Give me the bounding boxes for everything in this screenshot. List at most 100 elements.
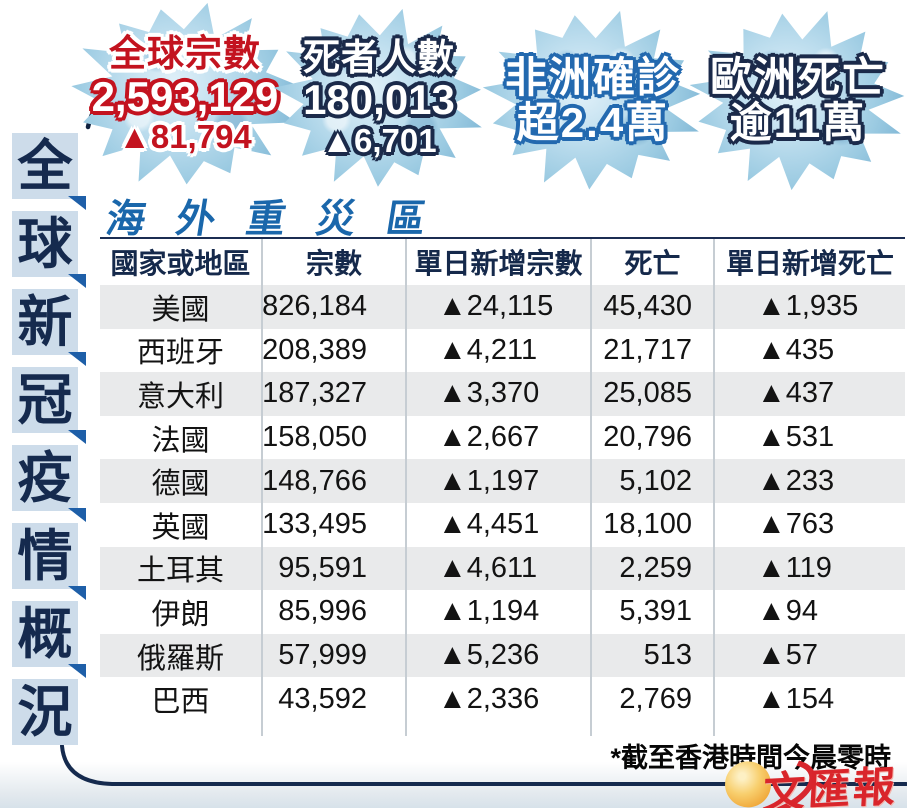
cell-cases: 826,184: [262, 285, 407, 329]
cell-deaths: 21,717: [592, 328, 715, 373]
logo-text: 文匯報: [761, 762, 900, 808]
cell-cases: 158,050: [262, 415, 407, 460]
table-body: 美國 826,184 ▲24,115 45,430 ▲1,935 西班牙 208,389 ▲4…: [100, 285, 905, 736]
cell-cases: 95,591: [263, 546, 407, 591]
cell-new-deaths: ▲1,935: [757, 290, 859, 323]
table-row: 西班牙 208,389 ▲4,211 21,717 ▲435: [100, 328, 905, 373]
spacer-cell: [407, 720, 592, 736]
cell-deaths: 5,391: [592, 590, 715, 634]
cell-cases: 148,766: [262, 459, 407, 503]
table-row: 英國 133,495 ▲4,451 18,100 ▲763: [100, 502, 905, 547]
stat-title: 非洲確診: [504, 53, 681, 101]
brand-logo: 文匯報: [707, 746, 904, 808]
stat-value: 超2.4萬: [516, 99, 670, 146]
cell-new-cases: ▲4,211: [407, 328, 592, 373]
cell-cases: 43,592: [263, 677, 407, 721]
stat-title: 死者人數: [303, 36, 455, 78]
table-row: 意大利 187,327 ▲3,370 25,085 ▲437: [100, 372, 905, 416]
stat-bubble-africa-confirmed: 非洲確診 超2.4萬: [483, 10, 703, 190]
stat-delta: ▲6,701: [321, 121, 437, 159]
cell-cases: 187,327: [262, 372, 407, 416]
cell-new-deaths: ▲154: [757, 682, 835, 715]
cell-country: 德國: [100, 459, 263, 503]
sidebar-char-6: 情: [12, 523, 78, 589]
cell-deaths: 20,796: [592, 415, 715, 460]
stat-bubble-europe-deaths: 歐洲死亡 逾11萬: [690, 10, 906, 190]
stat-title: 歐洲死亡: [709, 53, 886, 101]
cell-new-cases: ▲1,194: [407, 590, 592, 634]
table-row: 俄羅斯 57,999 ▲5,236 513 ▲57: [100, 633, 905, 678]
cell-cases: 208,389: [262, 328, 407, 373]
cell-new-deaths: ▲57: [757, 639, 818, 672]
cell-country: 美國: [100, 285, 263, 329]
stat-title: 全球宗數: [109, 33, 261, 75]
stat-value: 2,593,129: [91, 72, 279, 120]
cell-country: 俄羅斯: [100, 633, 263, 678]
cell-new-deaths: ▲233: [757, 464, 835, 497]
cell-cases: 57,999: [263, 633, 407, 678]
cell-new-deaths: ▲437: [757, 377, 835, 410]
footer-rule: [60, 744, 907, 786]
table-row: 巴西 43,592 ▲2,336 2,769 ▲154: [100, 677, 905, 721]
cell-new-deaths: ▲531: [757, 421, 835, 454]
flag-marker-icon: [12, 274, 86, 289]
stats-table: 國家或地區 宗數 單日新增宗數 死亡 單日新增死亡 美國 826,184 ▲24,115 45…: [100, 237, 905, 736]
cell-new-cases: ▲4,451: [407, 502, 592, 547]
cell-cases: 85,996: [263, 590, 407, 634]
cell-country: 西班牙: [100, 328, 263, 373]
stat-value: 180,013: [303, 76, 455, 124]
header-new-cases: 單日新增宗數: [407, 239, 592, 285]
table-row: 土耳其 95,591 ▲4,611 2,259 ▲119: [100, 546, 905, 591]
flag-marker-icon: [12, 352, 86, 367]
header-new-deaths: 單日新增死亡: [725, 248, 894, 279]
cell-country: 伊朗: [100, 590, 263, 634]
sidebar-char-1: 全: [12, 133, 78, 199]
section-title: 海外重災區: [103, 198, 460, 241]
cell-deaths: 25,085: [592, 372, 715, 416]
sidebar-char-4: 冠: [12, 367, 78, 433]
table-row: 法國 158,050 ▲2,667 20,796 ▲531: [100, 415, 905, 460]
flag-marker-icon: [12, 586, 86, 601]
cell-country: 巴西: [100, 677, 263, 721]
stat-bubble-total-deaths: 死者人數 180,013 ▲6,701: [273, 8, 485, 188]
cell-deaths: 45,430: [592, 285, 715, 329]
cell-deaths: 2,769: [592, 677, 715, 721]
table-row: 伊朗 85,996 ▲1,194 5,391 ▲94: [100, 590, 905, 634]
cell-new-cases: ▲1,197: [407, 459, 592, 503]
cell-new-cases: ▲5,236: [407, 633, 592, 678]
cell-country: 意大利: [100, 372, 263, 416]
vertical-masthead: 全球新冠疫情概況: [12, 133, 86, 745]
flag-marker-icon: [12, 196, 86, 211]
cell-new-cases: ▲3,370: [407, 372, 592, 416]
cell-deaths: 2,259: [592, 546, 715, 591]
cell-new-cases: ▲2,336: [407, 677, 592, 721]
header-cases: 宗數: [263, 239, 407, 285]
sidebar-char-5: 疫: [12, 445, 78, 511]
cell-cases: 133,495: [262, 502, 407, 547]
cell-new-cases: ▲24,115: [407, 285, 592, 329]
sidebar-char-8: 況: [12, 679, 78, 745]
header-deaths: 死亡: [592, 239, 715, 285]
table-row: 德國 148,766 ▲1,197 5,102 ▲233: [100, 459, 905, 503]
cell-deaths: 5,102: [592, 459, 715, 503]
cell-deaths: 513: [592, 633, 715, 678]
sidebar-char-7: 概: [12, 601, 78, 667]
cell-deaths: 18,100: [592, 502, 715, 547]
table-row: 美國 826,184 ▲24,115 45,430 ▲1,935: [100, 285, 905, 329]
spacer-cell: [100, 720, 263, 736]
spacer-cell: [592, 720, 715, 736]
stat-delta: ▲81,794: [118, 118, 252, 156]
flag-marker-icon: [12, 508, 86, 523]
stat-value: 逾11萬: [729, 99, 867, 146]
spacer-cell: [263, 720, 407, 736]
cell-new-cases: ▲4,611: [407, 546, 592, 591]
header-country: 國家或地區: [100, 239, 263, 285]
sidebar-char-3: 新: [12, 289, 78, 355]
spacer-cell: [715, 721, 905, 736]
cell-new-deaths: ▲94: [757, 595, 818, 628]
cell-new-deaths: ▲119: [757, 551, 832, 584]
cell-country: 土耳其: [100, 546, 263, 591]
cell-country: 法國: [100, 415, 263, 460]
sidebar-char-2: 球: [12, 211, 78, 277]
